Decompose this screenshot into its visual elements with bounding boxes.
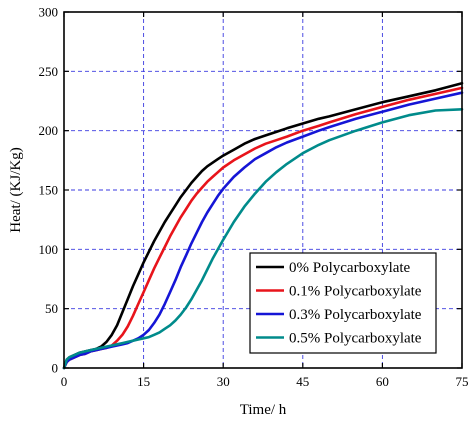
legend-label: 0.3% Polycarboxylate xyxy=(289,307,422,323)
x-tick-label: 45 xyxy=(296,374,309,389)
series-line xyxy=(62,108,464,370)
axis-ticks: 0 15 30 45 60 75 0 50 100 150 200 250 300 xyxy=(39,5,469,390)
legend-label: 0% Polycarboxylate xyxy=(289,260,411,276)
legend-label: 0.5% Polycarboxylate xyxy=(289,331,422,347)
legend: 0% Polycarboxylate 0.1% Polycarboxylate 0.… xyxy=(249,252,437,354)
y-tick-label: 0 xyxy=(52,361,59,376)
x-tick-label: 0 xyxy=(61,374,68,389)
y-tick-label: 50 xyxy=(45,301,58,316)
series-lines xyxy=(62,81,464,370)
x-axis-title: Time/ h xyxy=(240,402,287,418)
y-tick-label: 200 xyxy=(39,123,59,138)
x-tick-label: 60 xyxy=(376,374,389,389)
y-tick-label: 300 xyxy=(39,5,59,20)
y-axis-title: Heat/ (KJ/Kg) xyxy=(8,147,24,232)
x-tick-label: 15 xyxy=(137,374,150,389)
x-tick-label: 30 xyxy=(217,374,230,389)
y-tick-label: 250 xyxy=(39,64,59,79)
y-tick-label: 100 xyxy=(39,242,59,257)
legend-label: 0.1% Polycarboxylate xyxy=(289,284,422,300)
y-tick-label: 150 xyxy=(39,183,59,198)
x-tick-label: 75 xyxy=(456,374,469,389)
